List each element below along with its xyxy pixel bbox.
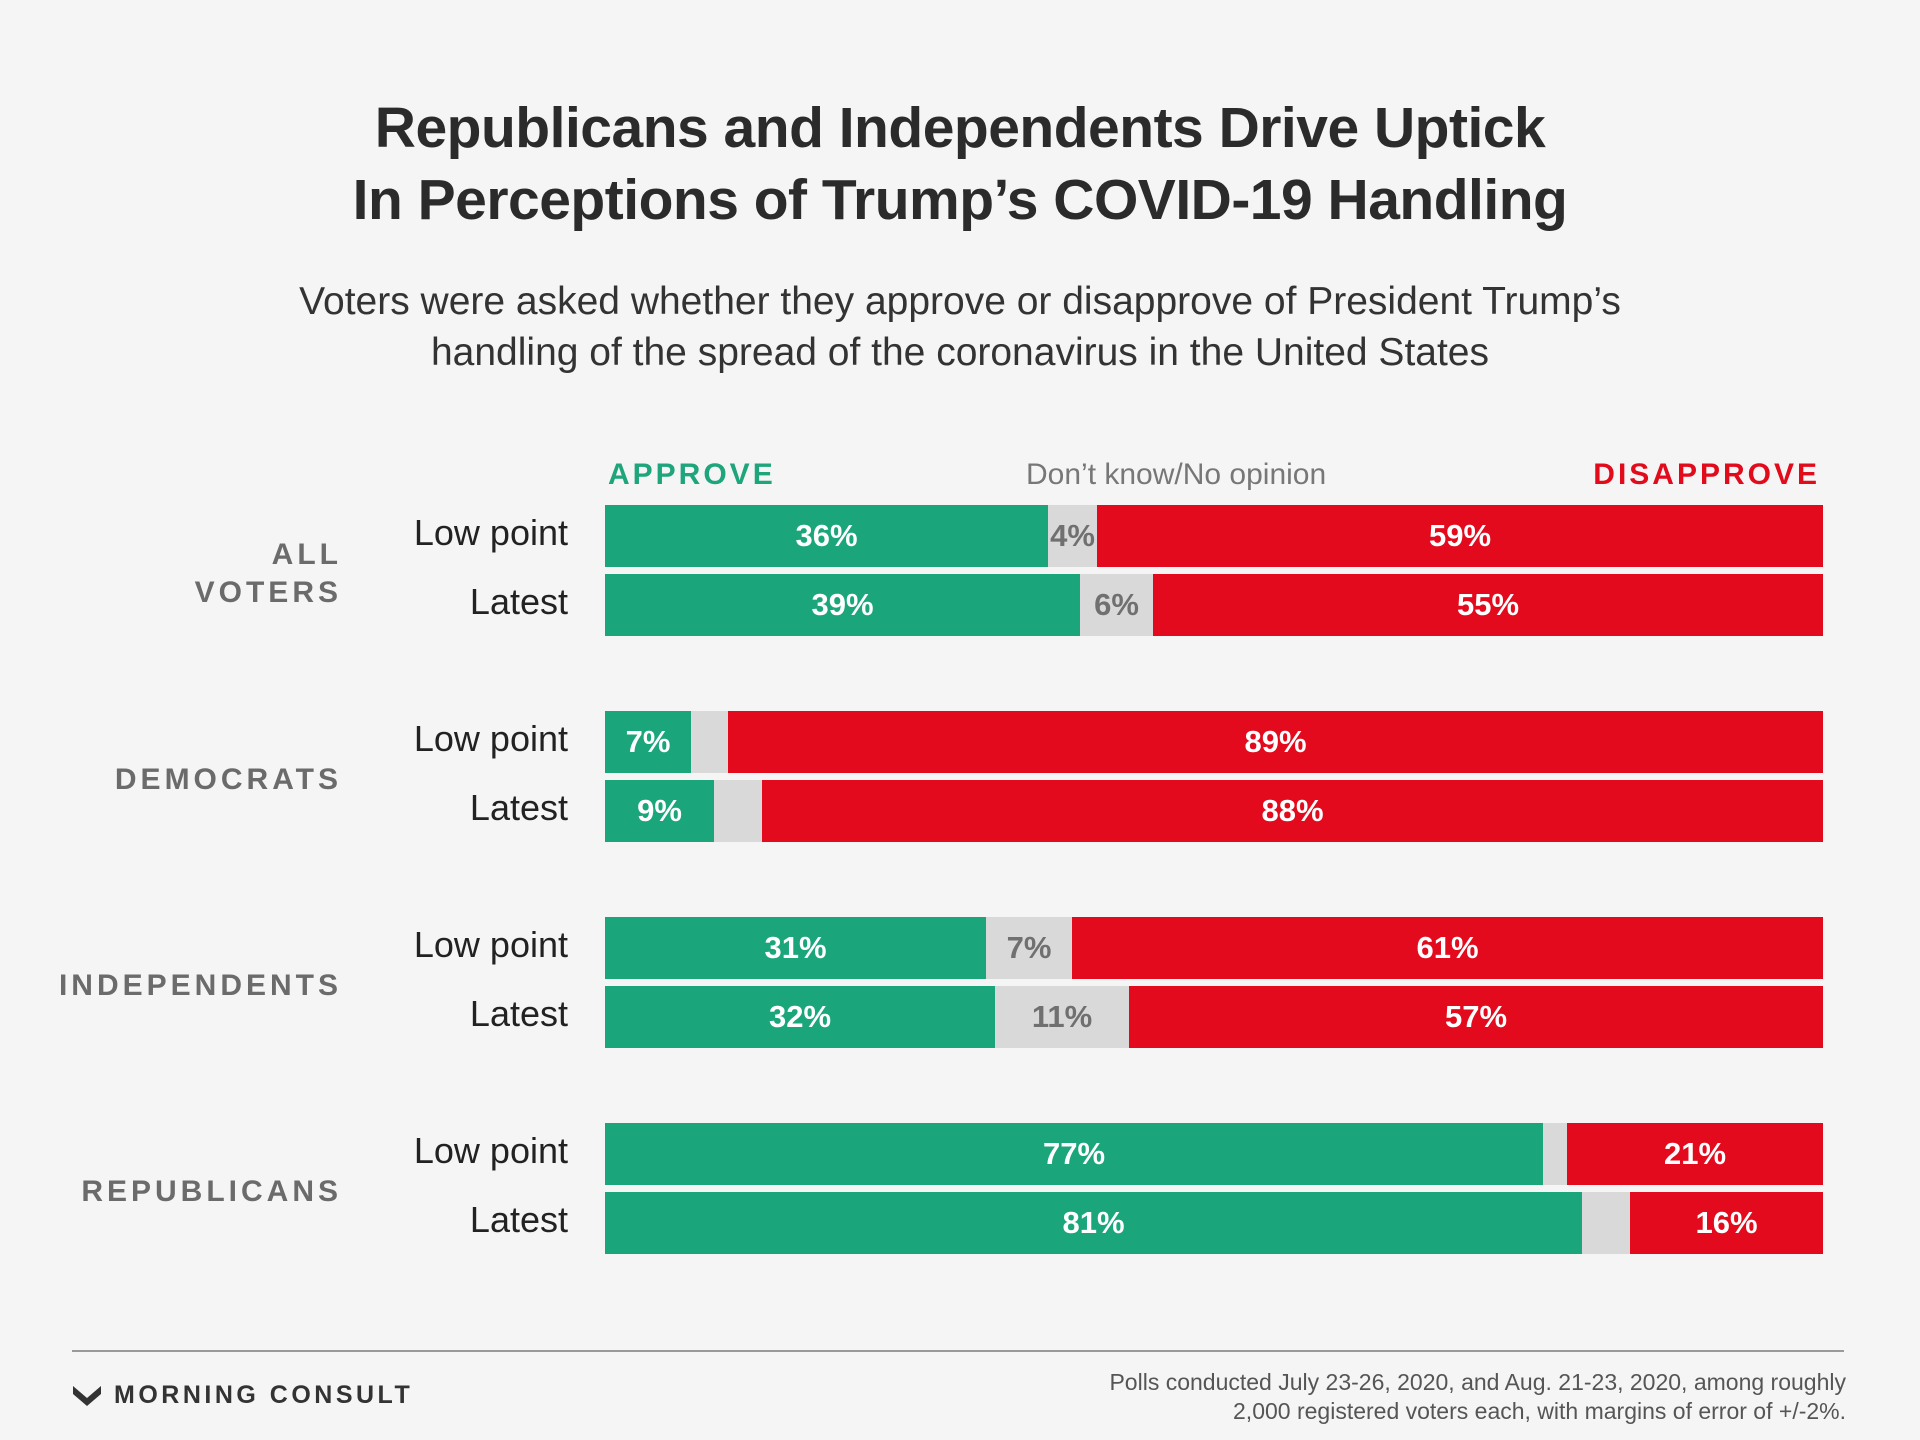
bar-segment-dont-know [714, 780, 762, 842]
bar-segment-disapprove: 16% [1630, 1192, 1823, 1254]
bar-segment-dont-know [1582, 1192, 1630, 1254]
row-label: Latest [469, 1199, 568, 1240]
bar-segment-disapprove: 55% [1153, 574, 1823, 636]
bar-value-label: 55% [1456, 587, 1520, 622]
footer-divider [72, 1350, 1844, 1352]
bar-segment-approve: 39% [605, 574, 1080, 636]
group-label-line: REPUBLICANS [81, 1174, 342, 1208]
bar-value-label: 77% [1042, 1136, 1106, 1171]
bar-value-label: 36% [795, 518, 858, 553]
row-label: Latest [469, 993, 568, 1034]
row-label: Latest [469, 787, 568, 828]
bar-segment-approve: 7% [605, 711, 691, 773]
bar-segment-approve: 9% [605, 780, 714, 842]
chart-subtitle: Voters were asked whether they approve o… [0, 276, 1920, 378]
group-label-line: ALL [271, 537, 342, 571]
bar-segment-disapprove: 21% [1567, 1123, 1823, 1185]
group-label: INDEPENDENTS [59, 967, 342, 1005]
bar-value-label: 21% [1663, 1136, 1727, 1171]
bar-segment-dont-know: 7% [986, 917, 1072, 979]
chart-title-line-2: In Perceptions of Trump’s COVID-19 Handl… [352, 168, 1568, 232]
bar-value-label: 89% [1244, 724, 1307, 759]
stacked-bar: 81% 16% [605, 1192, 1823, 1254]
stacked-bar: 39% 6% 55% [605, 574, 1823, 636]
bar-segment-approve: 77% [605, 1123, 1543, 1185]
group-label-line: VOTERS [194, 575, 342, 609]
stacked-bar: 7% 89% [605, 711, 1823, 773]
stacked-bar: 31% 7% 61% [605, 917, 1823, 979]
morning-consult-logo: MORNING CONSULT [72, 1381, 413, 1410]
bar-value-label: 81% [1062, 1205, 1125, 1240]
chart-title: Republicans and Independents Drive Uptic… [0, 92, 1920, 236]
bar-value-label: 57% [1444, 999, 1508, 1034]
bar-segment-disapprove: 61% [1072, 917, 1823, 979]
bar-value-label: 6% [1094, 587, 1139, 622]
bar-segment-disapprove: 89% [728, 711, 1823, 773]
legend-approve: APPROVE [608, 458, 776, 491]
bar-segment-approve: 81% [605, 1192, 1582, 1254]
bar-value-label: 59% [1428, 518, 1492, 553]
bar-value-label: 7% [1006, 930, 1052, 965]
source-note: Polls conducted July 23-26, 2020, and Au… [1109, 1368, 1846, 1426]
logo-text: MORNING CONSULT [114, 1381, 414, 1409]
chart-subtitle-line-1: Voters were asked whether they approve o… [299, 280, 1621, 323]
bar-segment-approve: 36% [605, 505, 1048, 567]
bar-segment-dont-know: 4% [1048, 505, 1097, 567]
bar-segment-dont-know: 11% [995, 986, 1129, 1048]
bar-segment-dont-know [1543, 1123, 1567, 1185]
bar-segment-disapprove: 88% [762, 780, 1823, 842]
bar-segment-disapprove: 57% [1129, 986, 1823, 1048]
bar-value-label: 4% [1050, 518, 1095, 553]
row-label: Low point [413, 718, 568, 759]
legend-dont-know: Don’t know/No opinion [1026, 458, 1327, 491]
bar-value-label: 88% [1261, 793, 1324, 828]
bar-value-label: 11% [1031, 999, 1093, 1034]
bar-value-label: 39% [811, 587, 874, 622]
group-label-line: INDEPENDENTS [58, 968, 342, 1002]
bar-value-label: 7% [625, 724, 671, 759]
morning-consult-logo-icon [73, 1385, 101, 1406]
stacked-bar: 9% 88% [605, 780, 1823, 842]
chart-title-line-1: Republicans and Independents Drive Uptic… [374, 96, 1546, 160]
bar-value-label: 16% [1695, 1205, 1758, 1240]
bar-segment-dont-know [691, 711, 728, 773]
group-label: REPUBLICANS [81, 1173, 342, 1211]
row-label: Low point [413, 924, 568, 965]
row-label: Low point [413, 1130, 568, 1171]
group-label: DEMOCRATS [115, 761, 342, 799]
row-label: Latest [469, 581, 568, 622]
source-note-line-1: Polls conducted July 23-26, 2020, and Au… [1109, 1369, 1846, 1395]
stacked-bar: 36% 4% 59% [605, 505, 1823, 567]
bar-segment-approve: 32% [605, 986, 995, 1048]
stacked-bar: 32% 11% 57% [605, 986, 1823, 1048]
legend-disapprove: DISAPPROVE [1593, 458, 1820, 491]
chart-subtitle-line-2: handling of the spread of the coronaviru… [430, 331, 1489, 374]
group-label-line: DEMOCRATS [114, 762, 342, 796]
stacked-bar: 77% 21% [605, 1123, 1823, 1185]
bar-value-label: 32% [768, 999, 832, 1034]
bar-value-label: 9% [637, 793, 682, 828]
bar-value-label: 31% [764, 930, 827, 965]
bar-value-label: 61% [1416, 930, 1479, 965]
bar-segment-approve: 31% [605, 917, 986, 979]
bar-segment-dont-know: 6% [1080, 574, 1153, 636]
row-label: Low point [413, 512, 568, 553]
group-label: ALL VOTERS [195, 536, 342, 612]
bar-segment-disapprove: 59% [1097, 505, 1823, 567]
source-note-line-2: 2,000 registered voters each, with margi… [1233, 1398, 1846, 1424]
